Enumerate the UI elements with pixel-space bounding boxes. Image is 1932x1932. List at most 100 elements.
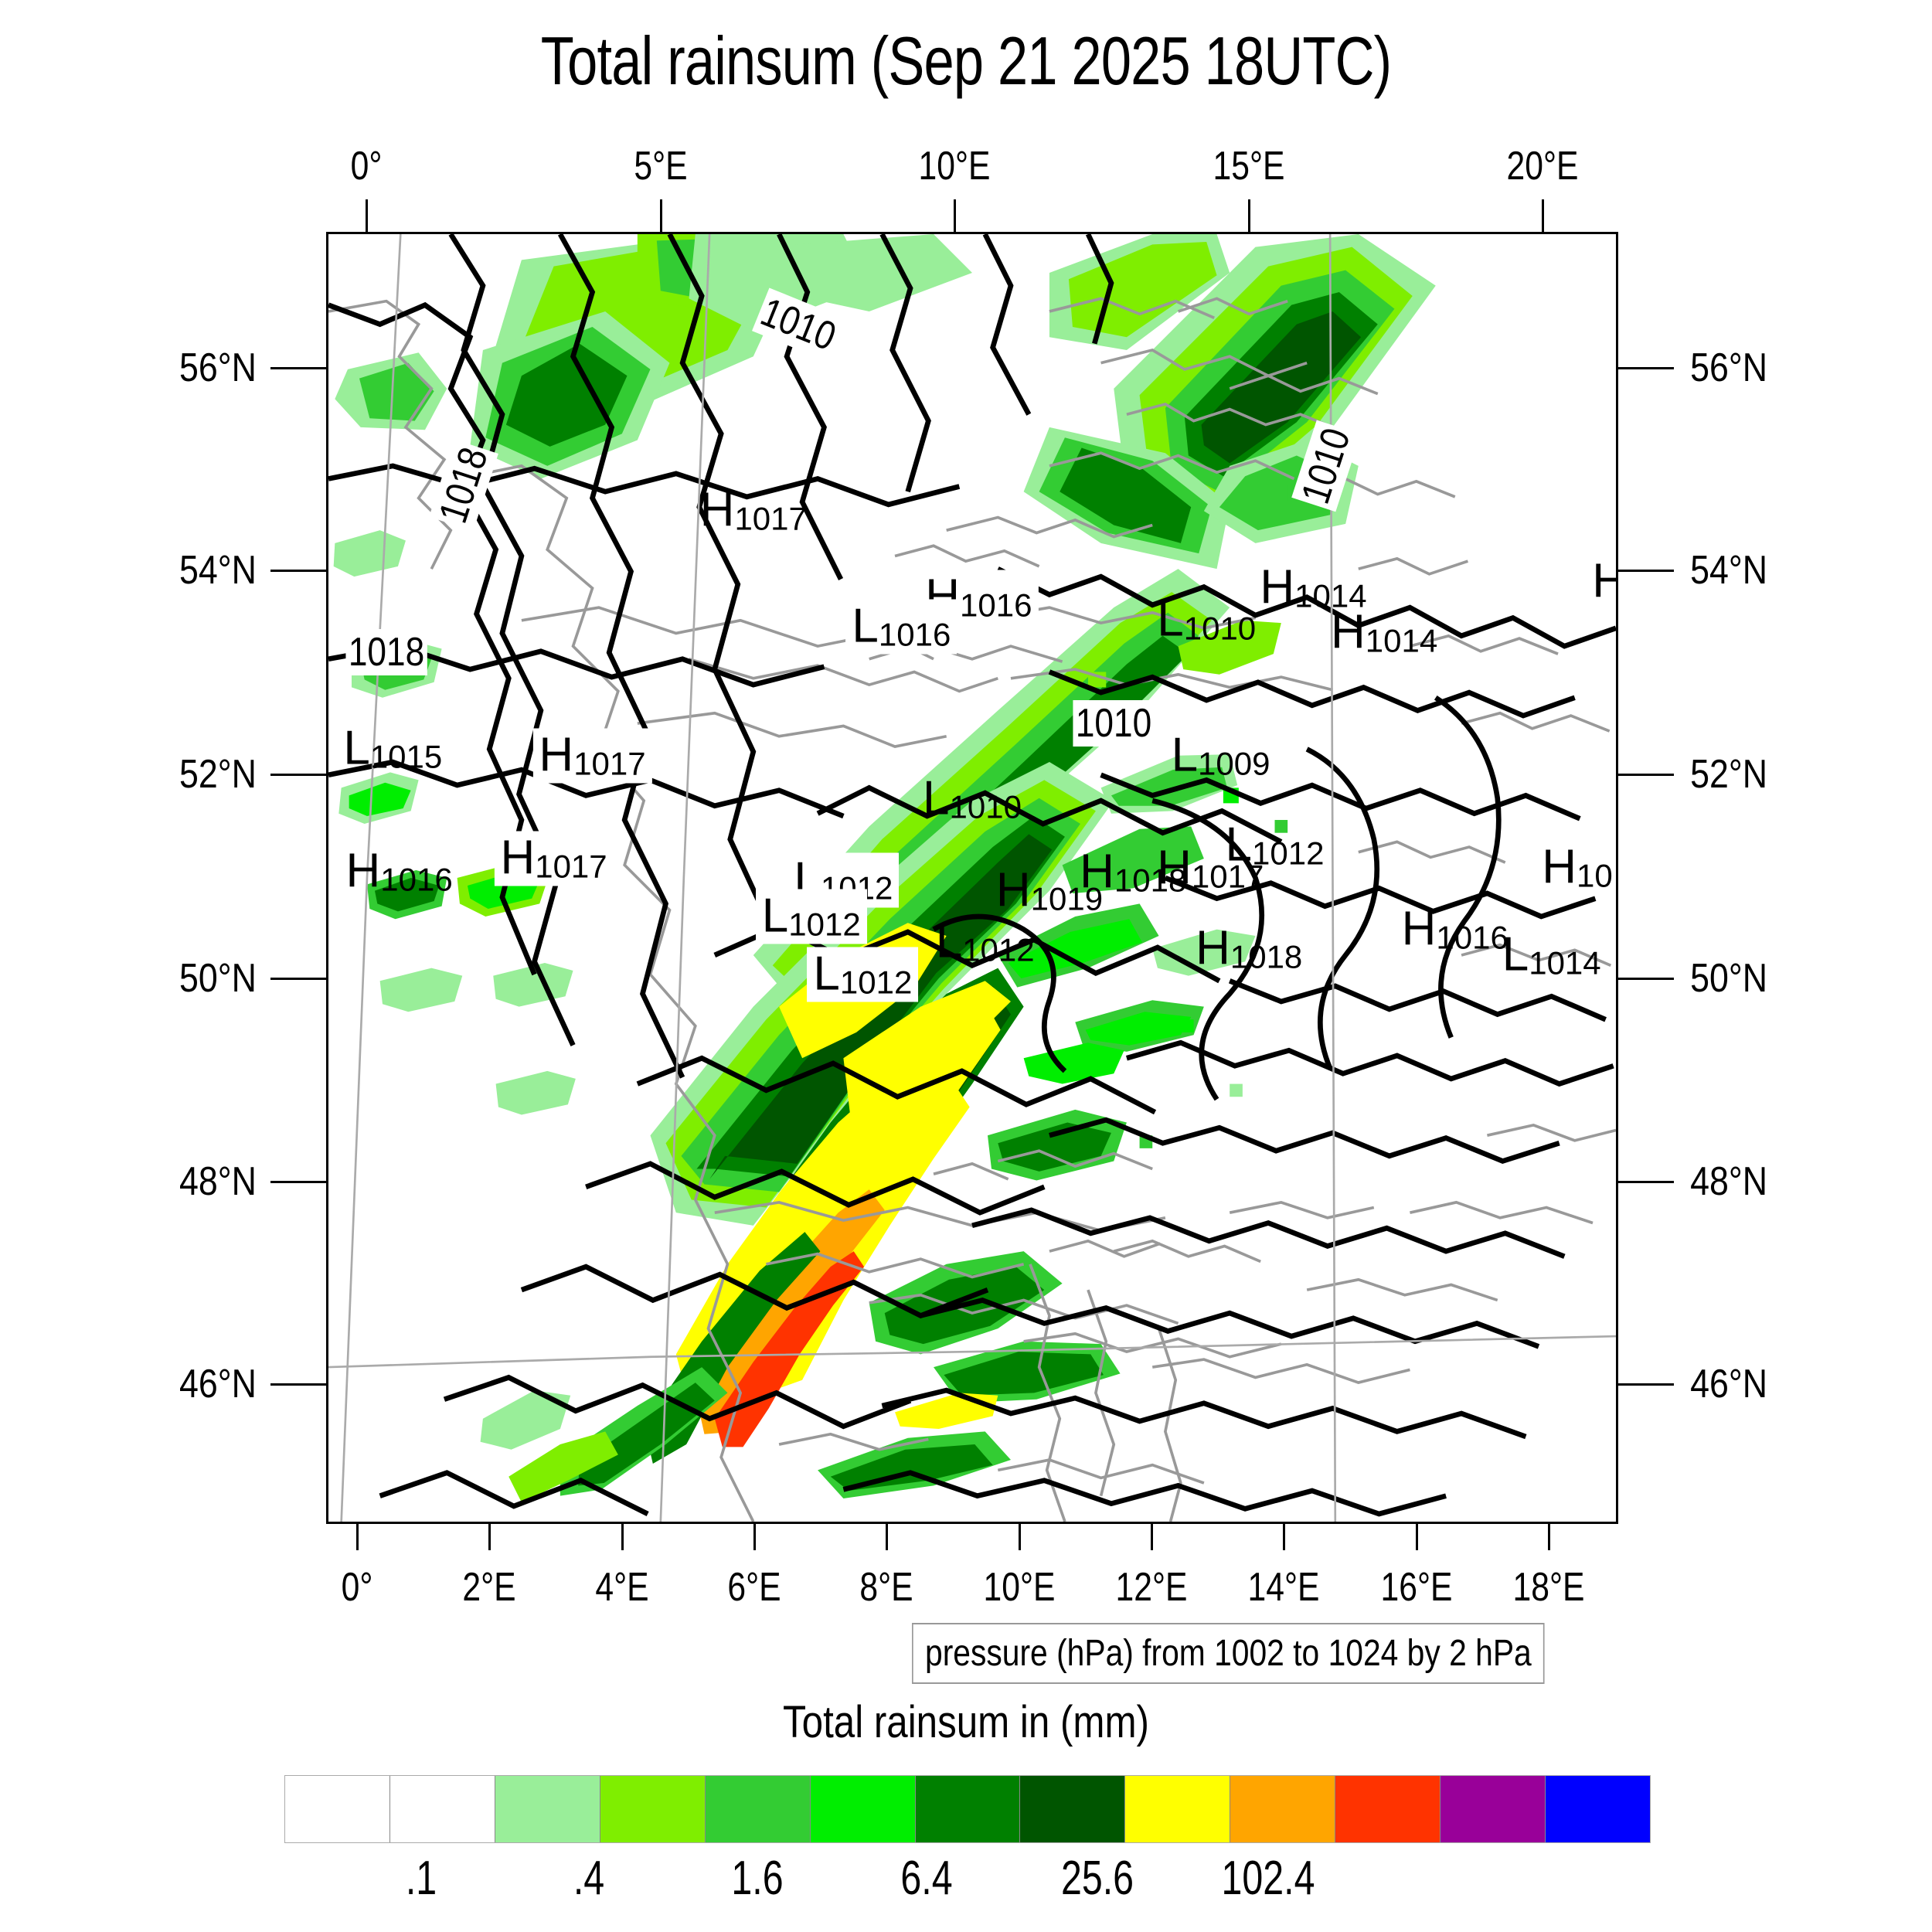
lat-tickmark-right [1618,366,1674,369]
high-pressure-marker: H1017 [700,486,807,537]
high-pressure-marker: H1016 [1402,905,1509,954]
lat-tickmark-left [270,774,326,777]
low-pressure-marker: L1009 [1172,731,1270,780]
low-pressure-marker: L1012 [807,947,919,1002]
pressure-marker-value: 1012 [962,931,1035,968]
colorbar[interactable] [284,1775,1651,1843]
colorbar-segment[interactable] [1020,1776,1126,1842]
high-pressure-marker: H10 [1542,843,1613,892]
pressure-marker-type: L [761,889,789,943]
low-pressure-marker: L1014 [1502,930,1601,979]
high-pressure-marker: H [1592,557,1616,606]
lat-tickmark-left [270,1180,326,1183]
lat-tickmark-left [270,570,326,573]
pressure-marker-type: H [1401,902,1437,956]
lon-tick-bottom: 0° [341,1565,373,1610]
high-pressure-marker: H1017 [1157,844,1264,895]
colorbar-segment[interactable] [285,1776,390,1842]
pressure-marker-type: L [935,914,963,968]
pressure-marker-value: 1014 [1365,622,1438,659]
lon-tick-bottom: 12°E [1115,1565,1188,1610]
precip-shading [333,234,1436,1503]
colorbar-segment[interactable] [1335,1776,1441,1842]
lat-tick-left: 54°N [179,548,257,594]
lat-tick-left: 52°N [179,752,257,798]
pressure-marker-value: 1019 [1030,880,1104,917]
pressure-marker-value: 1017 [1191,858,1264,895]
lat-tick-right: 52°N [1690,752,1768,798]
colorbar-title: Total rainsum in (mm) [783,1697,1149,1747]
lat-tickmark-left [270,978,326,981]
pressure-marker-type: L [813,947,840,1001]
pressure-marker-type: H [1331,605,1366,659]
low-pressure-marker: L1016 [845,599,957,655]
colorbar-segment[interactable] [1125,1776,1231,1842]
low-pressure-marker: L1015 [343,724,443,775]
lon-tick-bottom: 10°E [983,1565,1056,1610]
lon-tick-top: 20°E [1506,144,1579,189]
lon-tick-bottom: 8°E [859,1565,913,1610]
pressure-marker-value: 1016 [380,861,453,898]
lon-tickmark-bottom [488,1524,492,1550]
high-pressure-marker: H1017 [494,831,614,886]
lon-tick-bottom: 4°E [595,1565,649,1610]
low-pressure-marker: L1010 [1157,596,1256,645]
low-pressure-marker: L1012 [755,889,867,944]
pressure-marker-value: 1010 [949,788,1022,825]
lat-tick-left: 46°N [179,1362,257,1407]
pressure-marker-value: 1016 [878,616,951,653]
colorbar-segment[interactable] [1440,1776,1546,1842]
colorbar-tick-label: 25.6 [1060,1852,1134,1905]
pressure-marker-type: H [345,844,381,898]
pressure-marker-value: 1015 [369,738,443,775]
low-pressure-marker: L1012 [935,914,1035,968]
pressure-marker-type: H [1080,845,1114,899]
isobar-value-label: 1018 [345,629,427,676]
pressure-marker-value: 1018 [1230,938,1303,975]
lon-tick-top: 5°E [633,144,688,189]
colorbar-segment[interactable] [495,1776,600,1842]
pressure-caption: pressure (hPa) from 1002 to 1024 by 2 hP… [912,1623,1545,1684]
lon-tick-bottom: 18°E [1512,1565,1585,1610]
low-pressure-marker: L1012 [1226,821,1325,870]
lon-tick-bottom: 2°E [462,1565,516,1610]
map-canvas [328,234,1616,1522]
lat-tickmark-right [1618,1180,1674,1183]
lon-tickmark-bottom [1548,1524,1550,1550]
lat-tickmark-left [270,1383,326,1386]
high-pressure-marker: H1014 [1260,560,1366,614]
pressure-marker-type: L [852,599,879,653]
pressure-marker-value: 1016 [960,587,1032,624]
pressure-marker-type: H [539,728,574,782]
pressure-marker-value: 1012 [1252,835,1325,872]
lat-tick-left: 48°N [179,1158,257,1204]
map-plot-area[interactable]: 1010 1018 1010 1018 1010 H1017 H1016 L1016 H101… [326,232,1618,1524]
pressure-marker-value: 1010 [1183,610,1257,647]
colorbar-segment[interactable] [389,1776,495,1842]
colorbar-segment[interactable] [915,1776,1021,1842]
pressure-marker-type: H [500,831,536,885]
high-pressure-marker: H1019 [996,866,1103,915]
lat-tick-right: 56°N [1690,345,1768,390]
colorbar-segment[interactable] [1546,1776,1650,1842]
colorbar-segment[interactable] [600,1776,706,1842]
pressure-marker-value: 1012 [839,964,913,1001]
colorbar-tick-label: 102.4 [1221,1852,1315,1905]
pressure-marker-type: H [1260,560,1295,614]
lon-tick-top: 15°E [1213,144,1284,189]
colorbar-tick-labels: .1 .4 1.6 6.4 25.6 102.4 [284,1851,1651,1913]
lon-tickmark-bottom [356,1524,359,1550]
pressure-marker-value: 1009 [1198,745,1270,782]
colorbar-segment[interactable] [1230,1776,1336,1842]
lon-tickmark-bottom [1283,1524,1286,1550]
colorbar-tick-label: 6.4 [900,1852,953,1905]
pressure-marker-type: H [995,863,1031,917]
lon-tickmark-top [1247,199,1250,232]
pressure-marker-value: 1017 [734,500,807,537]
pressure-marker-type: L [1502,927,1529,981]
colorbar-segment[interactable] [705,1776,811,1842]
colorbar-segment[interactable] [810,1776,916,1842]
lat-tickmark-left [270,366,326,369]
lon-tickmark-bottom [886,1524,889,1550]
lon-tick-bottom: 14°E [1247,1565,1320,1610]
